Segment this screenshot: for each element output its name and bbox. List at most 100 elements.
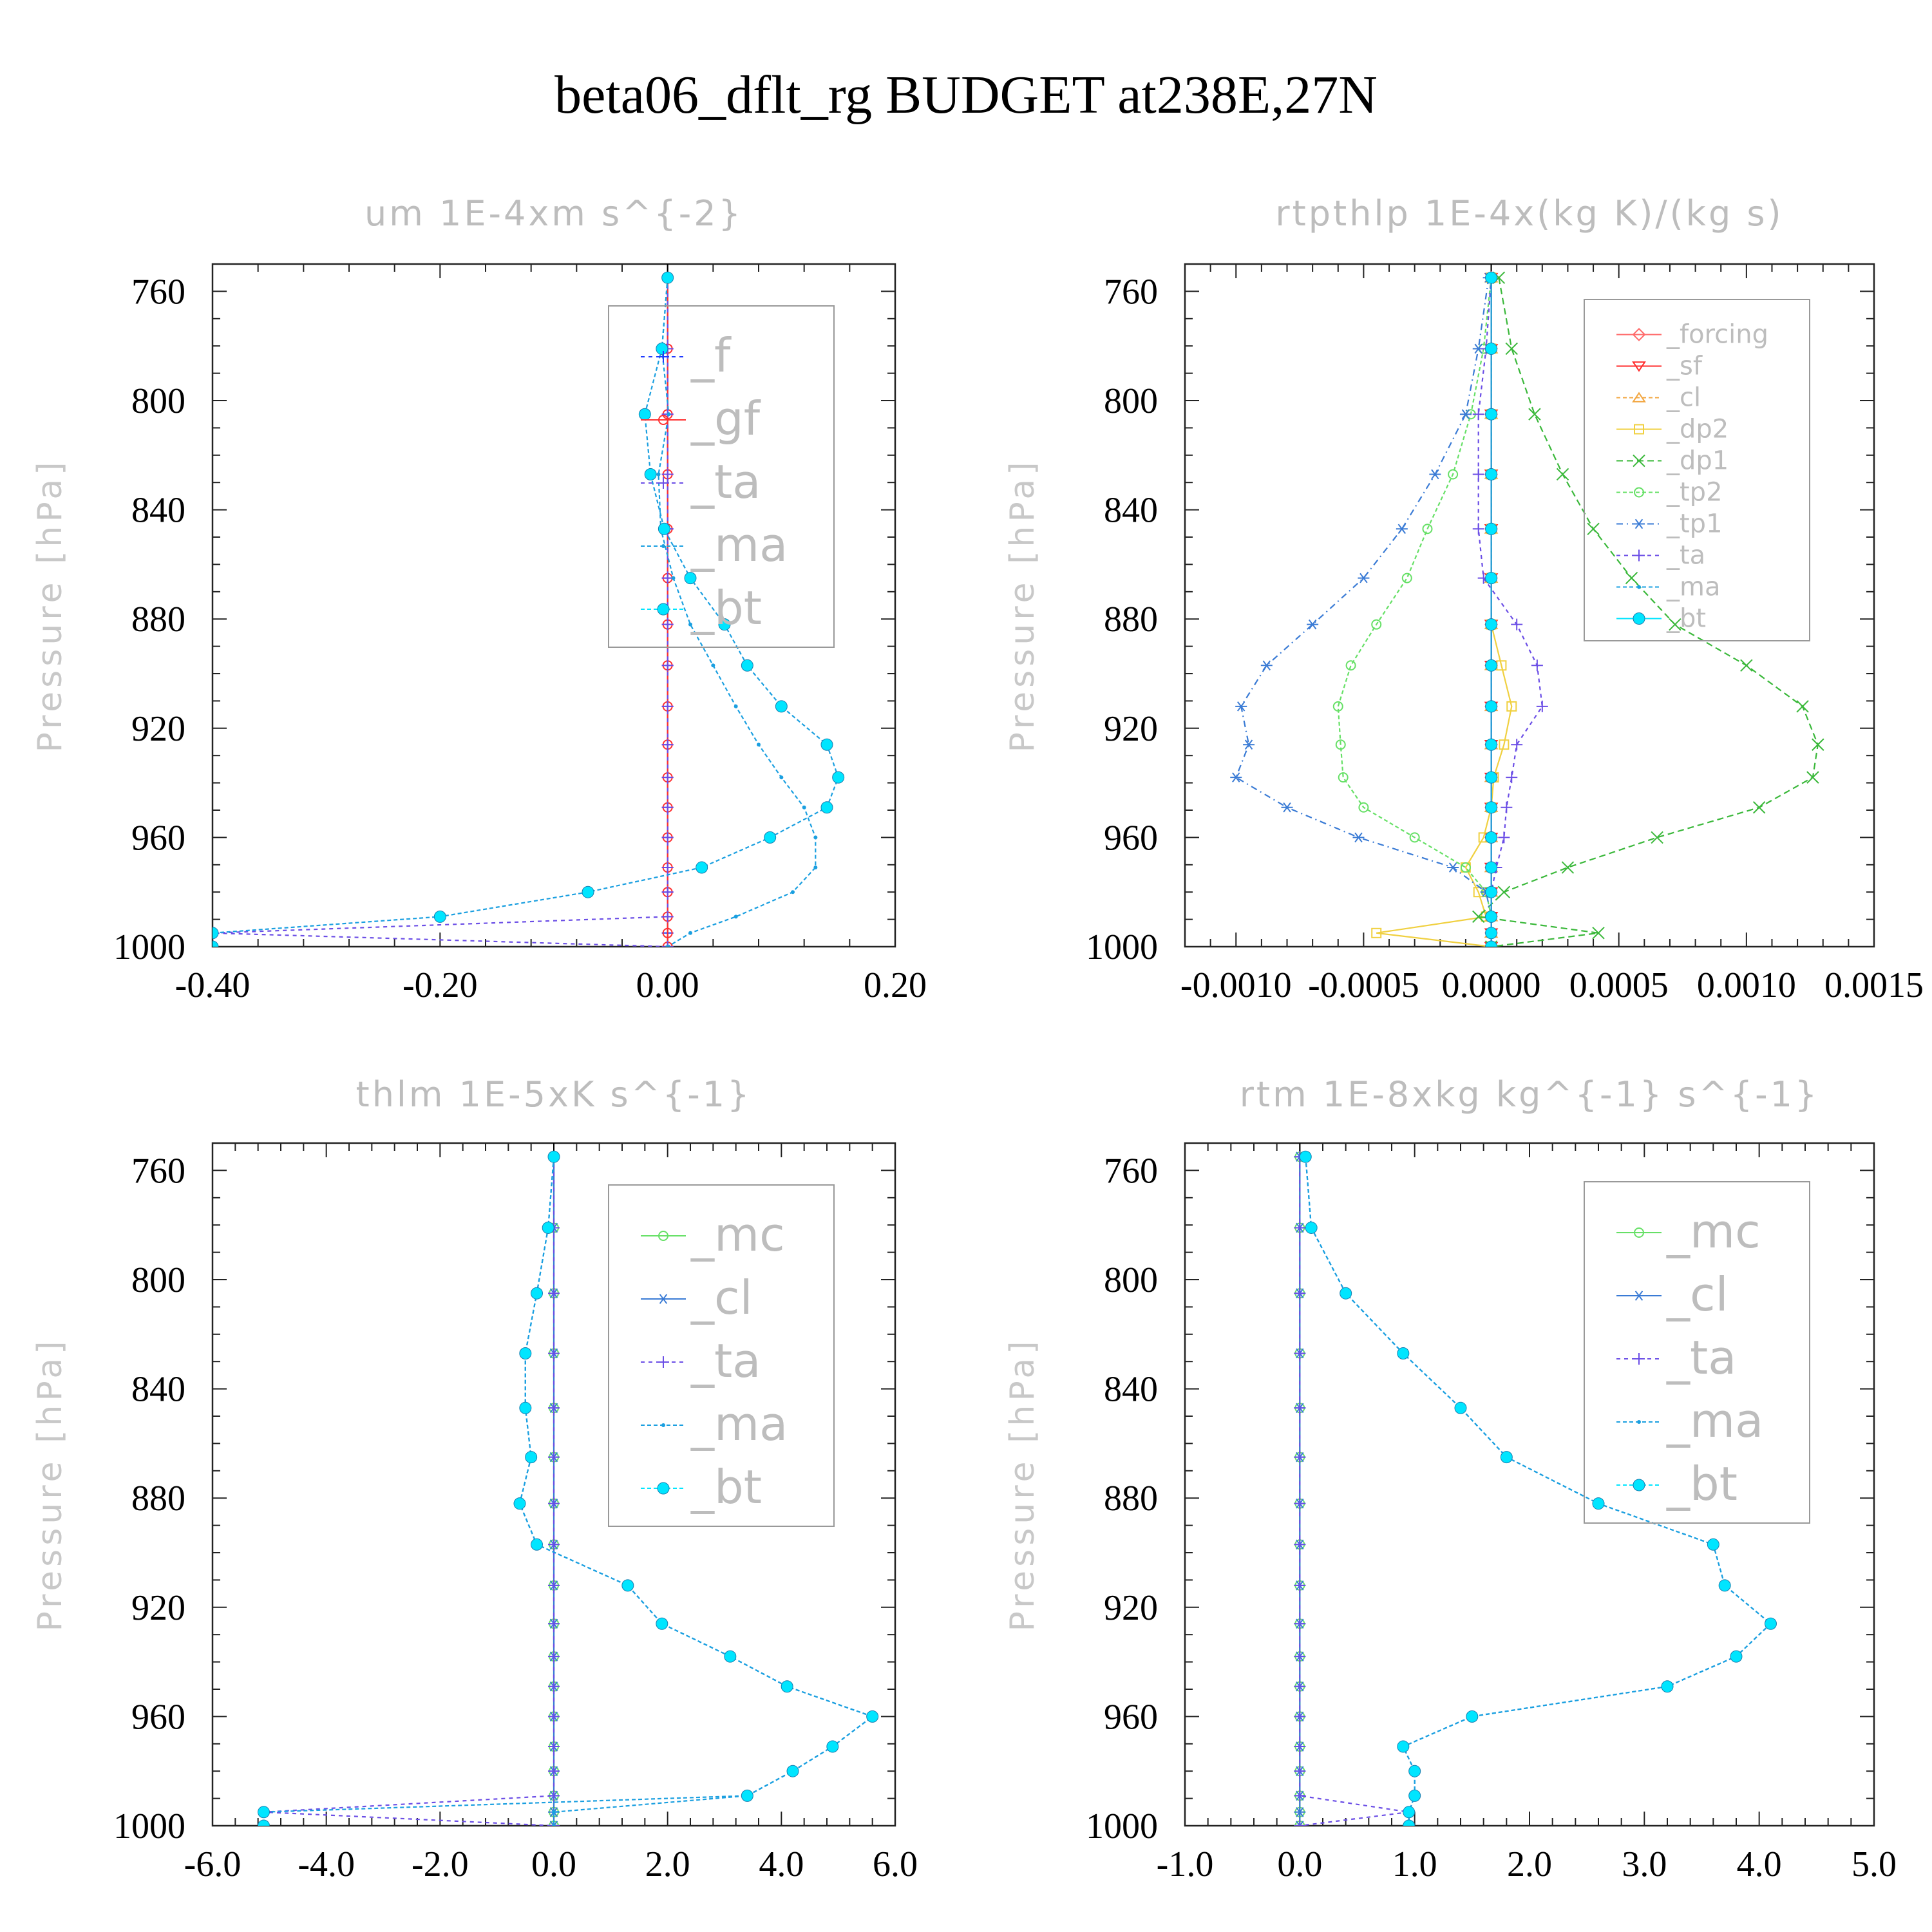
data-point (661, 831, 674, 844)
data-point (1294, 1741, 1306, 1753)
data-point (542, 1221, 554, 1234)
x-tick-label: -1.0 (1157, 1844, 1214, 1884)
data-point (786, 1765, 799, 1777)
data-point (1651, 831, 1663, 844)
y-tick-label: 760 (1104, 272, 1158, 312)
data-point (662, 927, 673, 938)
data-point (1397, 1740, 1410, 1753)
legend-label: _ma (690, 1397, 788, 1451)
x-tick-label: 0.0 (531, 1844, 576, 1884)
data-point (1332, 701, 1343, 712)
legend-marker (1633, 549, 1645, 562)
series-ta (258, 1151, 560, 1826)
data-point (661, 801, 674, 813)
data-point (1294, 1222, 1306, 1234)
data-point (1536, 700, 1548, 712)
data-point (661, 911, 674, 923)
chart-panel-2: rtpthlp 1E-4x(kg K)/(kg s) Pressure [hPa]… (1003, 193, 1924, 1005)
legend-label: _tp1 (1666, 509, 1723, 538)
panel-title: rtpthlp 1E-4x(kg K)/(kg s) (1275, 193, 1783, 234)
plot-area (1230, 270, 1824, 947)
legend-box (608, 305, 835, 648)
legend-marker (658, 477, 669, 489)
plot-area (213, 271, 845, 947)
y-tick-label: 880 (131, 600, 185, 639)
data-point (531, 1287, 543, 1300)
legend-label: _gf (690, 392, 761, 446)
legend-label: _bt (690, 1460, 762, 1514)
data-point (1505, 342, 1518, 355)
y-tick-label: 880 (1104, 1479, 1158, 1519)
y-axis-label: Pressure [hPa] (1003, 1338, 1042, 1632)
data-point (820, 801, 833, 814)
x-tick-label: 6.0 (873, 1844, 918, 1884)
data-point (548, 1402, 560, 1414)
y-tick-label: 800 (1104, 381, 1158, 421)
data-point (1472, 910, 1485, 923)
legend-marker (1633, 1353, 1645, 1365)
legend-label: _f (690, 328, 732, 383)
data-point (1422, 524, 1433, 535)
legend-item: _forcing (1616, 319, 1768, 349)
data-point (1528, 408, 1541, 421)
chart-panels: um 1E-4xm s^{-2} Pressure [hPa] 760 800 840 8… (31, 193, 1924, 1884)
data-point (1669, 618, 1681, 631)
data-point (548, 1451, 560, 1463)
data-point (1294, 1539, 1306, 1551)
data-point (741, 659, 753, 672)
data-point (1497, 886, 1511, 898)
plot-area (1294, 1150, 1777, 1826)
data-point (548, 1618, 560, 1630)
legend-item: _ta (1616, 540, 1705, 570)
data-point (1447, 862, 1459, 873)
data-point (1352, 832, 1365, 843)
data-point (1485, 801, 1498, 814)
data-point (644, 468, 657, 480)
legend-marker (658, 351, 669, 363)
panel-title: um 1E-4xm s^{-2} (365, 193, 743, 234)
legend-label: _ta (1666, 540, 1705, 570)
data-point (1294, 1287, 1306, 1300)
series-dp1 (1472, 271, 1824, 947)
legend-item: _tp1 (1616, 509, 1723, 538)
legend-item: _dp2 (1616, 414, 1728, 444)
y-tick-label: 960 (131, 1697, 185, 1737)
data-point (519, 1401, 532, 1414)
data-point (548, 1765, 560, 1777)
legend-marker (658, 1294, 669, 1304)
y-tick-label: 1000 (113, 927, 185, 967)
legend-label: _ta (1666, 1331, 1736, 1385)
data-point (1485, 771, 1498, 784)
x-tick-label: 0.0000 (1442, 965, 1541, 1005)
legend-marker (1637, 585, 1641, 589)
data-point (1485, 927, 1498, 940)
data-point (1371, 619, 1382, 630)
data-point (213, 927, 219, 940)
y-tick-label: 760 (131, 272, 185, 312)
data-point (1397, 1347, 1410, 1359)
legend-item: _bt (1616, 1457, 1738, 1511)
data-point (1281, 802, 1293, 813)
data-point (1294, 1451, 1306, 1463)
data-point (1499, 739, 1510, 750)
legend-item: _ma (1616, 572, 1720, 601)
data-point (764, 831, 777, 844)
legend-item: _mc (1616, 1204, 1761, 1258)
data-point (1472, 408, 1484, 421)
data-point (1371, 927, 1382, 938)
legend-item: _mc (641, 1208, 785, 1262)
y-tick-label: 920 (131, 709, 185, 749)
data-point (1498, 831, 1510, 844)
figure-title: beta06_dflt_rg BUDGET at238E,27N (554, 65, 1378, 125)
x-tick-label: 0.20 (864, 965, 927, 1005)
series-tp2 (1332, 272, 1497, 947)
x-tick-label: -0.0010 (1180, 965, 1292, 1005)
legend-item: _ma (1616, 1394, 1763, 1448)
legend-label: _dp2 (1666, 414, 1728, 444)
x-tick-label: 4.0 (759, 1844, 804, 1884)
legend-label: _ta (690, 1334, 761, 1388)
series-line (213, 278, 839, 947)
data-point (1556, 468, 1569, 481)
y-tick-label: 760 (131, 1151, 185, 1191)
